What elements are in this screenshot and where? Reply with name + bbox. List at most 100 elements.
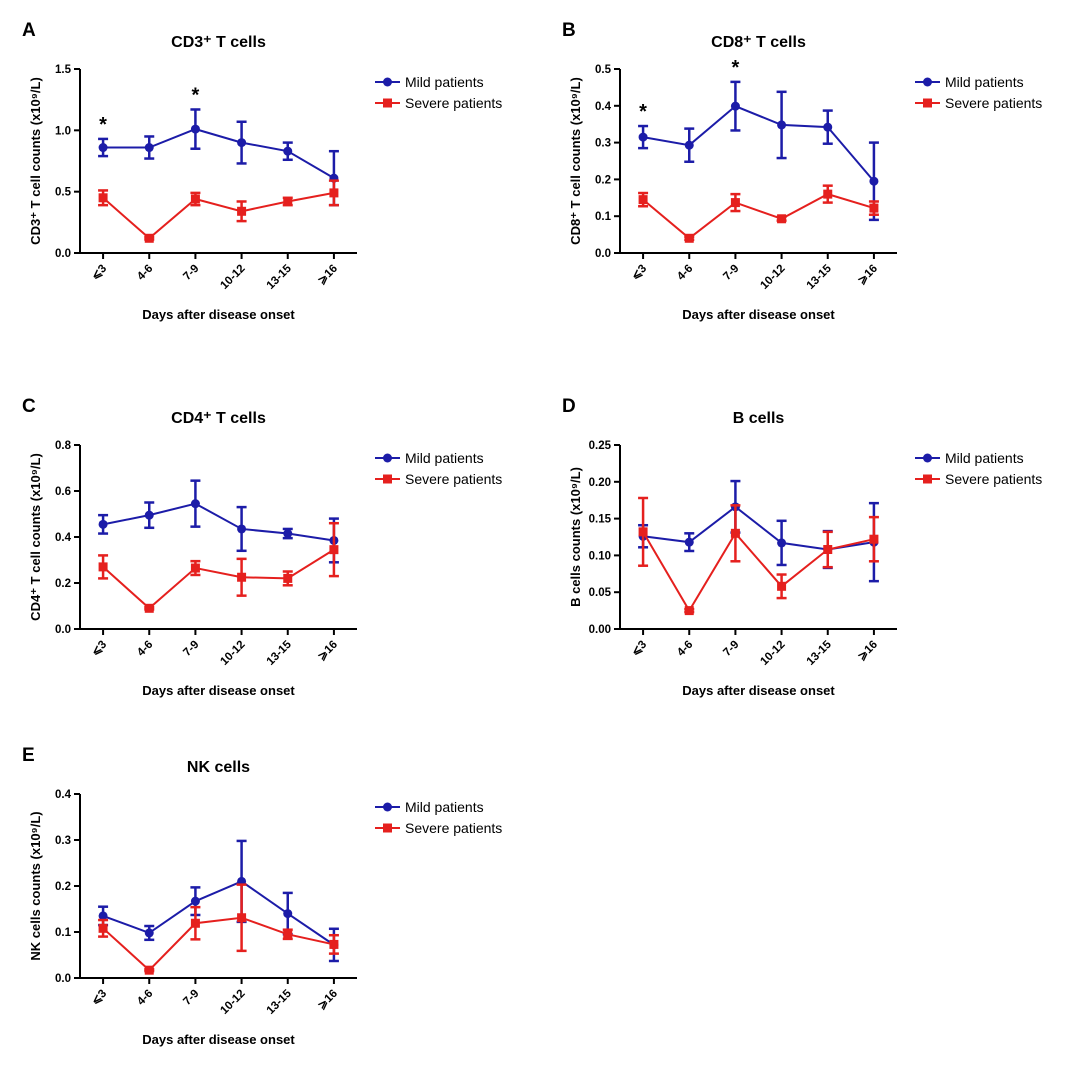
x-tick-label: 4-6 (675, 639, 695, 659)
y-axis-label: B cells counts (x10⁹/L) (568, 467, 583, 607)
marker (283, 146, 293, 156)
chart-panel: D B cells B cells counts (x10⁹/L) Days afte… (562, 396, 1042, 698)
y-tick-label: 0.10 (589, 550, 611, 562)
y-tick-label: 0.4 (55, 789, 72, 801)
y-axis-label: CD4⁺ T cell counts (x10⁹/L) (28, 453, 43, 621)
marker (144, 233, 154, 243)
y-tick-label: 0.1 (595, 211, 612, 223)
marker (144, 928, 154, 938)
chart-panel: B CD8⁺ T cells CD8⁺ T cell counts (x10⁹/L)… (562, 20, 1042, 322)
marker (823, 545, 833, 555)
marker (190, 918, 200, 928)
x-tick-label: ⩾16 (316, 639, 340, 663)
x-axis-label: Days after disease onset (142, 307, 295, 322)
marker (684, 537, 694, 547)
chart-title: CD8⁺ T cells (711, 34, 806, 51)
marker (283, 909, 293, 919)
x-tick-label: 4-6 (135, 639, 155, 659)
legend-marker (923, 453, 932, 463)
x-tick-label: 4-6 (675, 263, 695, 283)
legend-marker (383, 77, 392, 87)
x-tick-label: ⩾16 (856, 263, 880, 287)
series-line (642, 105, 875, 182)
y-tick-label: 0.0 (55, 248, 71, 260)
legend-marker (383, 802, 392, 812)
legend-label: Severe patients (945, 471, 1042, 487)
marker (98, 911, 108, 921)
series-line (102, 880, 335, 946)
marker (98, 923, 108, 933)
marker (684, 140, 694, 150)
marker (190, 499, 200, 509)
x-tick-label: ⩽3 (629, 639, 649, 659)
marker (329, 545, 339, 555)
panel-letter: A (22, 20, 36, 41)
marker (730, 101, 740, 111)
x-tick-label: ⩽3 (89, 988, 109, 1008)
y-tick-label: 0.00 (589, 624, 611, 636)
marker (283, 573, 293, 583)
y-tick-label: 0.20 (589, 477, 611, 489)
legend-label: Severe patients (405, 820, 502, 836)
x-tick-label: 13-15 (805, 638, 835, 668)
legend-marker (923, 77, 932, 87)
x-tick-label: ⩽3 (629, 263, 649, 283)
marker (777, 538, 787, 548)
marker (730, 198, 740, 208)
y-tick-label: 0.0 (595, 248, 611, 260)
significance-mark: * (99, 114, 107, 136)
marker (730, 528, 740, 538)
marker (777, 581, 787, 591)
y-tick-label: 0.6 (55, 486, 71, 498)
legend-marker (383, 98, 392, 108)
series-line (642, 505, 875, 551)
x-axis-label: Days after disease onset (142, 683, 295, 698)
y-tick-label: 0.5 (595, 64, 612, 76)
legend-marker (923, 474, 932, 484)
x-tick-label: 7-9 (721, 639, 741, 659)
series-line (642, 531, 875, 613)
panel-letter: C (22, 396, 36, 417)
marker (237, 524, 247, 534)
series-line (102, 191, 335, 240)
marker (237, 138, 247, 148)
x-tick-label: 13-15 (265, 638, 295, 668)
legend-marker (383, 823, 392, 833)
marker (98, 143, 108, 153)
y-axis-label: NK cells counts (x10⁹/L) (28, 811, 43, 960)
x-tick-label: 10-12 (758, 263, 787, 292)
y-axis-label: CD3⁺ T cell counts (x10⁹/L) (28, 77, 43, 245)
legend-label: Severe patients (405, 95, 502, 111)
marker (283, 529, 293, 539)
x-tick-label: ⩾16 (316, 988, 340, 1012)
marker (638, 527, 648, 537)
y-tick-label: 0.5 (55, 187, 72, 199)
marker (638, 195, 648, 205)
marker (684, 606, 694, 616)
y-tick-label: 0.8 (55, 440, 72, 452)
y-tick-label: 1.0 (55, 125, 71, 137)
marker (777, 120, 787, 130)
marker (684, 233, 694, 243)
series-line (102, 548, 335, 610)
x-tick-label: 7-9 (721, 263, 741, 283)
x-tick-label: ⩾16 (856, 639, 880, 663)
marker (144, 143, 154, 153)
marker (144, 510, 154, 520)
marker (144, 603, 154, 613)
y-tick-label: 0.4 (595, 101, 612, 113)
x-tick-label: 10-12 (218, 639, 247, 668)
x-tick-label: 13-15 (265, 262, 295, 292)
x-axis-label: Days after disease onset (682, 683, 835, 698)
x-tick-label: ⩽3 (89, 639, 109, 659)
x-tick-label: 10-12 (758, 639, 787, 668)
y-tick-label: 0.2 (55, 578, 71, 590)
x-tick-label: 7-9 (181, 988, 201, 1008)
x-tick-label: 10-12 (218, 263, 247, 292)
x-axis-label: Days after disease onset (142, 1032, 295, 1047)
marker (98, 193, 108, 203)
legend-label: Mild patients (405, 74, 484, 90)
panel-letter: B (562, 20, 576, 41)
marker (237, 206, 247, 216)
